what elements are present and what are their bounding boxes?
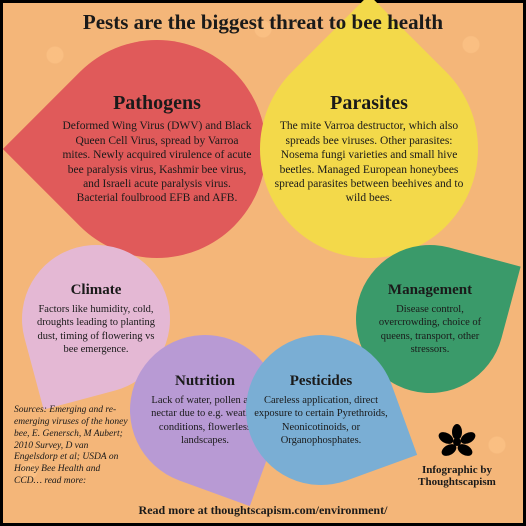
pathogens-title: Pathogens — [113, 92, 201, 115]
parasites-title: Parasites — [330, 92, 408, 115]
credit-block: Infographic by Thoughtscapism — [402, 424, 512, 488]
pesticides-body: Careless application, direct exposure to… — [254, 394, 388, 447]
management-title: Management — [388, 282, 472, 299]
management-body: Disease control, overcrowding, choice of… — [366, 303, 494, 356]
climate-body: Factors like humidity, cold, droughts le… — [30, 303, 162, 356]
credit-text: Infographic by Thoughtscapism — [418, 464, 496, 488]
parasites-body: The mite Varroa destructor, which also s… — [274, 119, 464, 205]
sources-text: Sources: Emerging and re-emerging viruse… — [14, 405, 129, 488]
pathogens-body: Deformed Wing Virus (DWV) and Black Quee… — [62, 119, 252, 205]
main-title: Pests are the biggest threat to bee heal… — [0, 10, 526, 35]
climate-title: Climate — [71, 282, 122, 299]
footer-link[interactable]: Read more at thoughtscapism.com/environm… — [0, 503, 526, 518]
pesticides-title: Pesticides — [290, 373, 352, 390]
flower-icon — [437, 424, 477, 460]
nutrition-title: Nutrition — [175, 373, 235, 390]
